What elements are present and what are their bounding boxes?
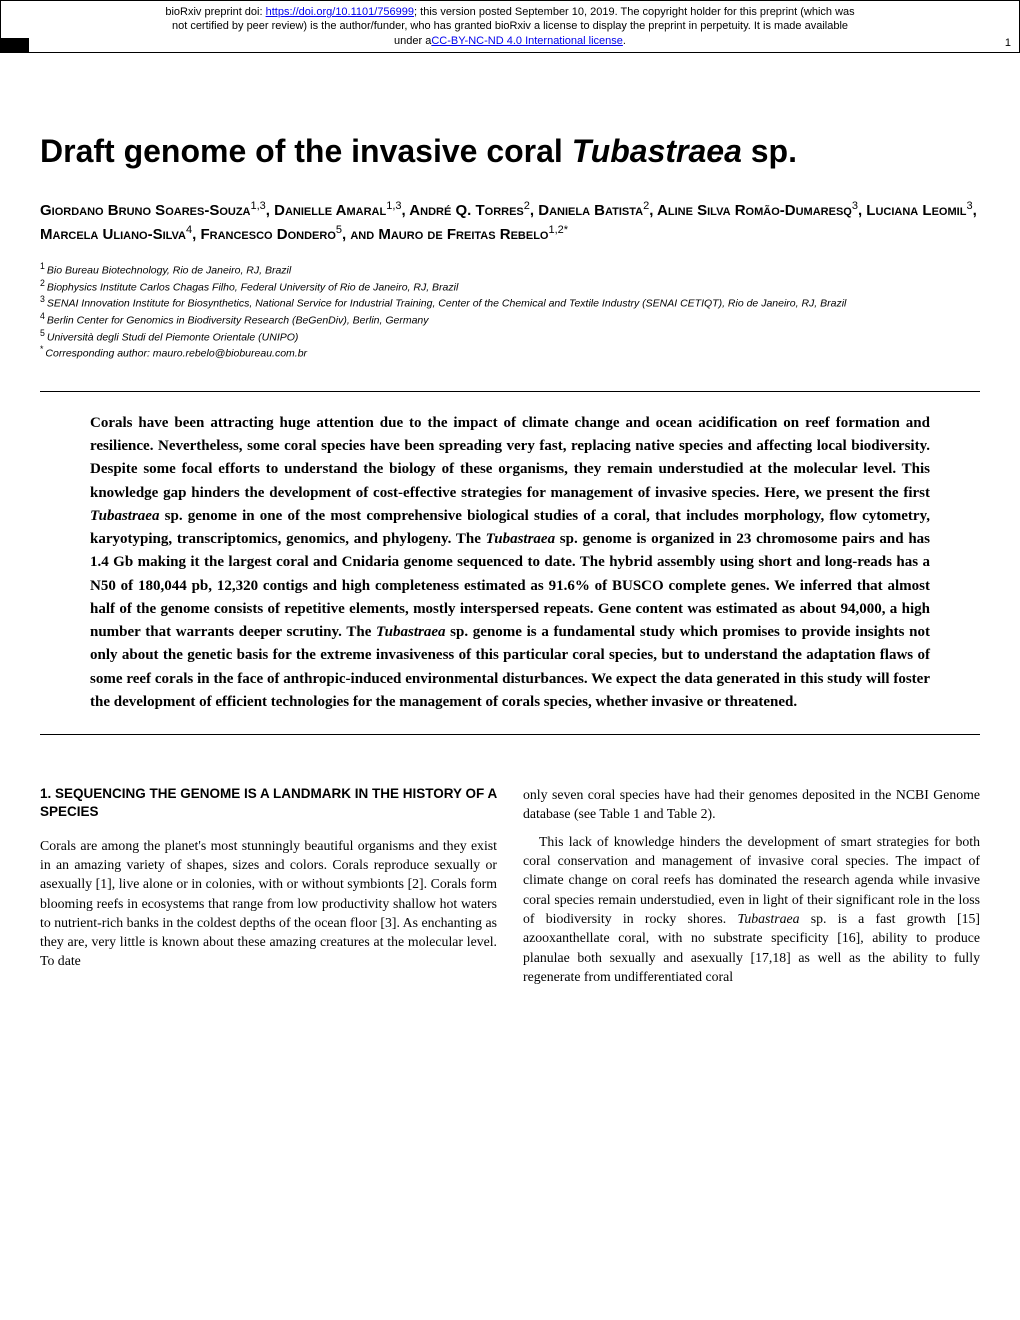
left-col-para-1: Corals are among the planet's most stunn… [40, 836, 497, 971]
banner-black-box [1, 38, 29, 52]
affiliation-2-text: Biophysics Institute Carlos Chagas Filho… [47, 281, 458, 293]
abstract-part-a: Corals have been attracting huge attenti… [90, 415, 930, 501]
right-col-para-2: This lack of knowledge hinders the devel… [523, 832, 980, 987]
banner-line1-pre: bioRxiv preprint doi: [165, 6, 265, 18]
affiliation-5-text: Università degli Studi del Piemonte Orie… [47, 331, 299, 343]
page-content: Draft genome of the invasive coral Tubas… [0, 53, 1020, 1024]
title-pre: Draft genome of the invasive coral [40, 133, 572, 169]
body-columns: 1. SEQUENCING THE GENOME IS A LANDMARK I… [40, 785, 980, 994]
banner-line3-post: . [623, 35, 626, 47]
affiliation-4: 4Berlin Center for Genomics in Biodivers… [40, 311, 980, 328]
affiliations-block: 1Bio Bureau Biotechnology, Rio de Janeir… [40, 261, 980, 361]
affiliation-5: 5Università degli Studi del Piemonte Ori… [40, 328, 980, 345]
corresponding-author-text: Corresponding author: mauro.rebelo@biobu… [45, 348, 307, 360]
title-post: sp. [742, 133, 797, 169]
affiliation-3-text: SENAI Innovation Institute for Biosynthe… [47, 298, 847, 310]
affiliation-1: 1Bio Bureau Biotechnology, Rio de Janeir… [40, 261, 980, 278]
banner-line1-post: ; this version posted September 10, 2019… [414, 6, 855, 18]
left-column: 1. SEQUENCING THE GENOME IS A LANDMARK I… [40, 785, 497, 994]
banner-line2: not certified by peer review) is the aut… [172, 20, 848, 32]
page-number: 1 [1005, 36, 1011, 50]
abstract-species-1: Tubastraea [90, 508, 159, 524]
affiliation-2: 2Biophysics Institute Carlos Chagas Filh… [40, 278, 980, 295]
paper-title: Draft genome of the invasive coral Tubas… [40, 133, 980, 170]
abstract-species-3: Tubastraea [376, 624, 445, 640]
right-column: only seven coral species have had their … [523, 785, 980, 994]
doi-link[interactable]: https://doi.org/10.1101/756999 [266, 6, 414, 18]
affiliation-3: 3SENAI Innovation Institute for Biosynth… [40, 294, 980, 311]
title-species: Tubastraea [572, 133, 742, 169]
license-link[interactable]: CC-BY-NC-ND 4.0 International license [431, 35, 623, 47]
abstract: Corals have been attracting huge attenti… [40, 392, 980, 734]
banner-line3-pre: under a [394, 35, 431, 47]
preprint-banner: bioRxiv preprint doi: https://doi.org/10… [0, 0, 1020, 53]
corresponding-author: *Corresponding author: mauro.rebelo@biob… [40, 344, 980, 361]
rule-bottom [40, 734, 980, 735]
abstract-species-2: Tubastraea [486, 531, 555, 547]
right-col-para-1: only seven coral species have had their … [523, 785, 980, 824]
right-species-1: Tubastraea [737, 911, 799, 926]
affiliation-4-text: Berlin Center for Genomics in Biodiversi… [47, 314, 429, 326]
section-1-heading: 1. SEQUENCING THE GENOME IS A LANDMARK I… [40, 785, 497, 821]
affiliation-1-text: Bio Bureau Biotechnology, Rio de Janeiro… [47, 264, 291, 276]
authors-block: Giordano Bruno Soares-Souza1,3, Danielle… [40, 198, 980, 247]
